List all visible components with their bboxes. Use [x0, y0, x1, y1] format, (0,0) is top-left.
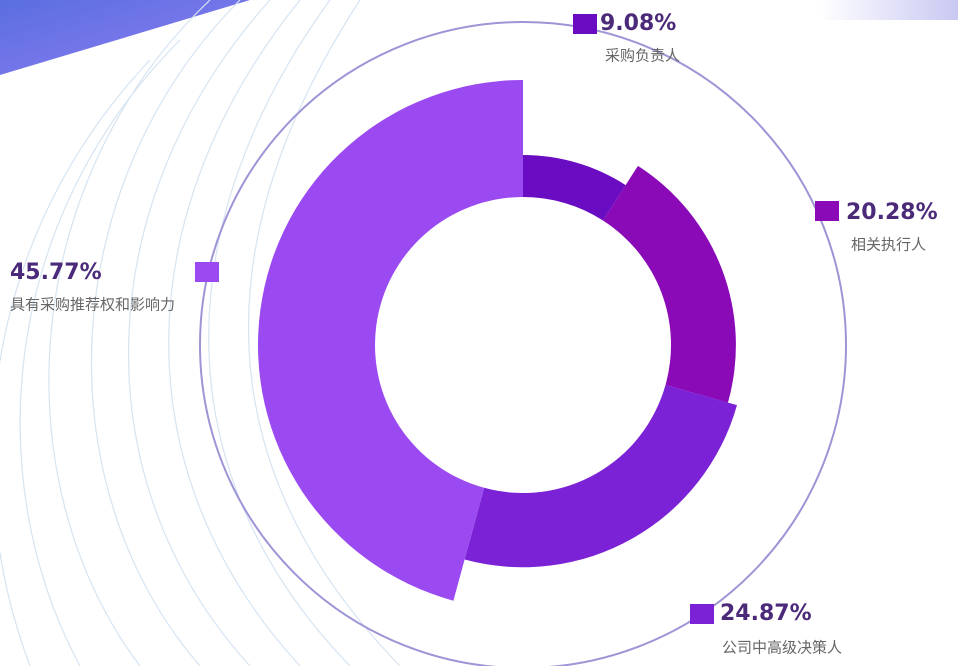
value-label: 20.28%: [846, 200, 938, 225]
value-label: 45.77%: [10, 260, 102, 285]
pie-slice: [464, 385, 737, 568]
legend-swatch: [815, 201, 839, 221]
category-label: 相关执行人: [851, 236, 926, 254]
pie-slice: [257, 80, 523, 601]
value-label: 24.87%: [720, 601, 812, 626]
legend-swatch: [690, 604, 714, 624]
category-label: 采购负责人: [605, 47, 680, 65]
pie-slice: [523, 155, 626, 221]
category-label: 具有采购推荐权和影响力: [10, 296, 175, 314]
legend-swatch: [195, 262, 219, 282]
category-label: 公司中高级决策人: [722, 639, 842, 657]
pie-slice: [602, 165, 736, 403]
legend-swatch: [573, 14, 597, 34]
value-label: 9.08%: [600, 11, 676, 36]
